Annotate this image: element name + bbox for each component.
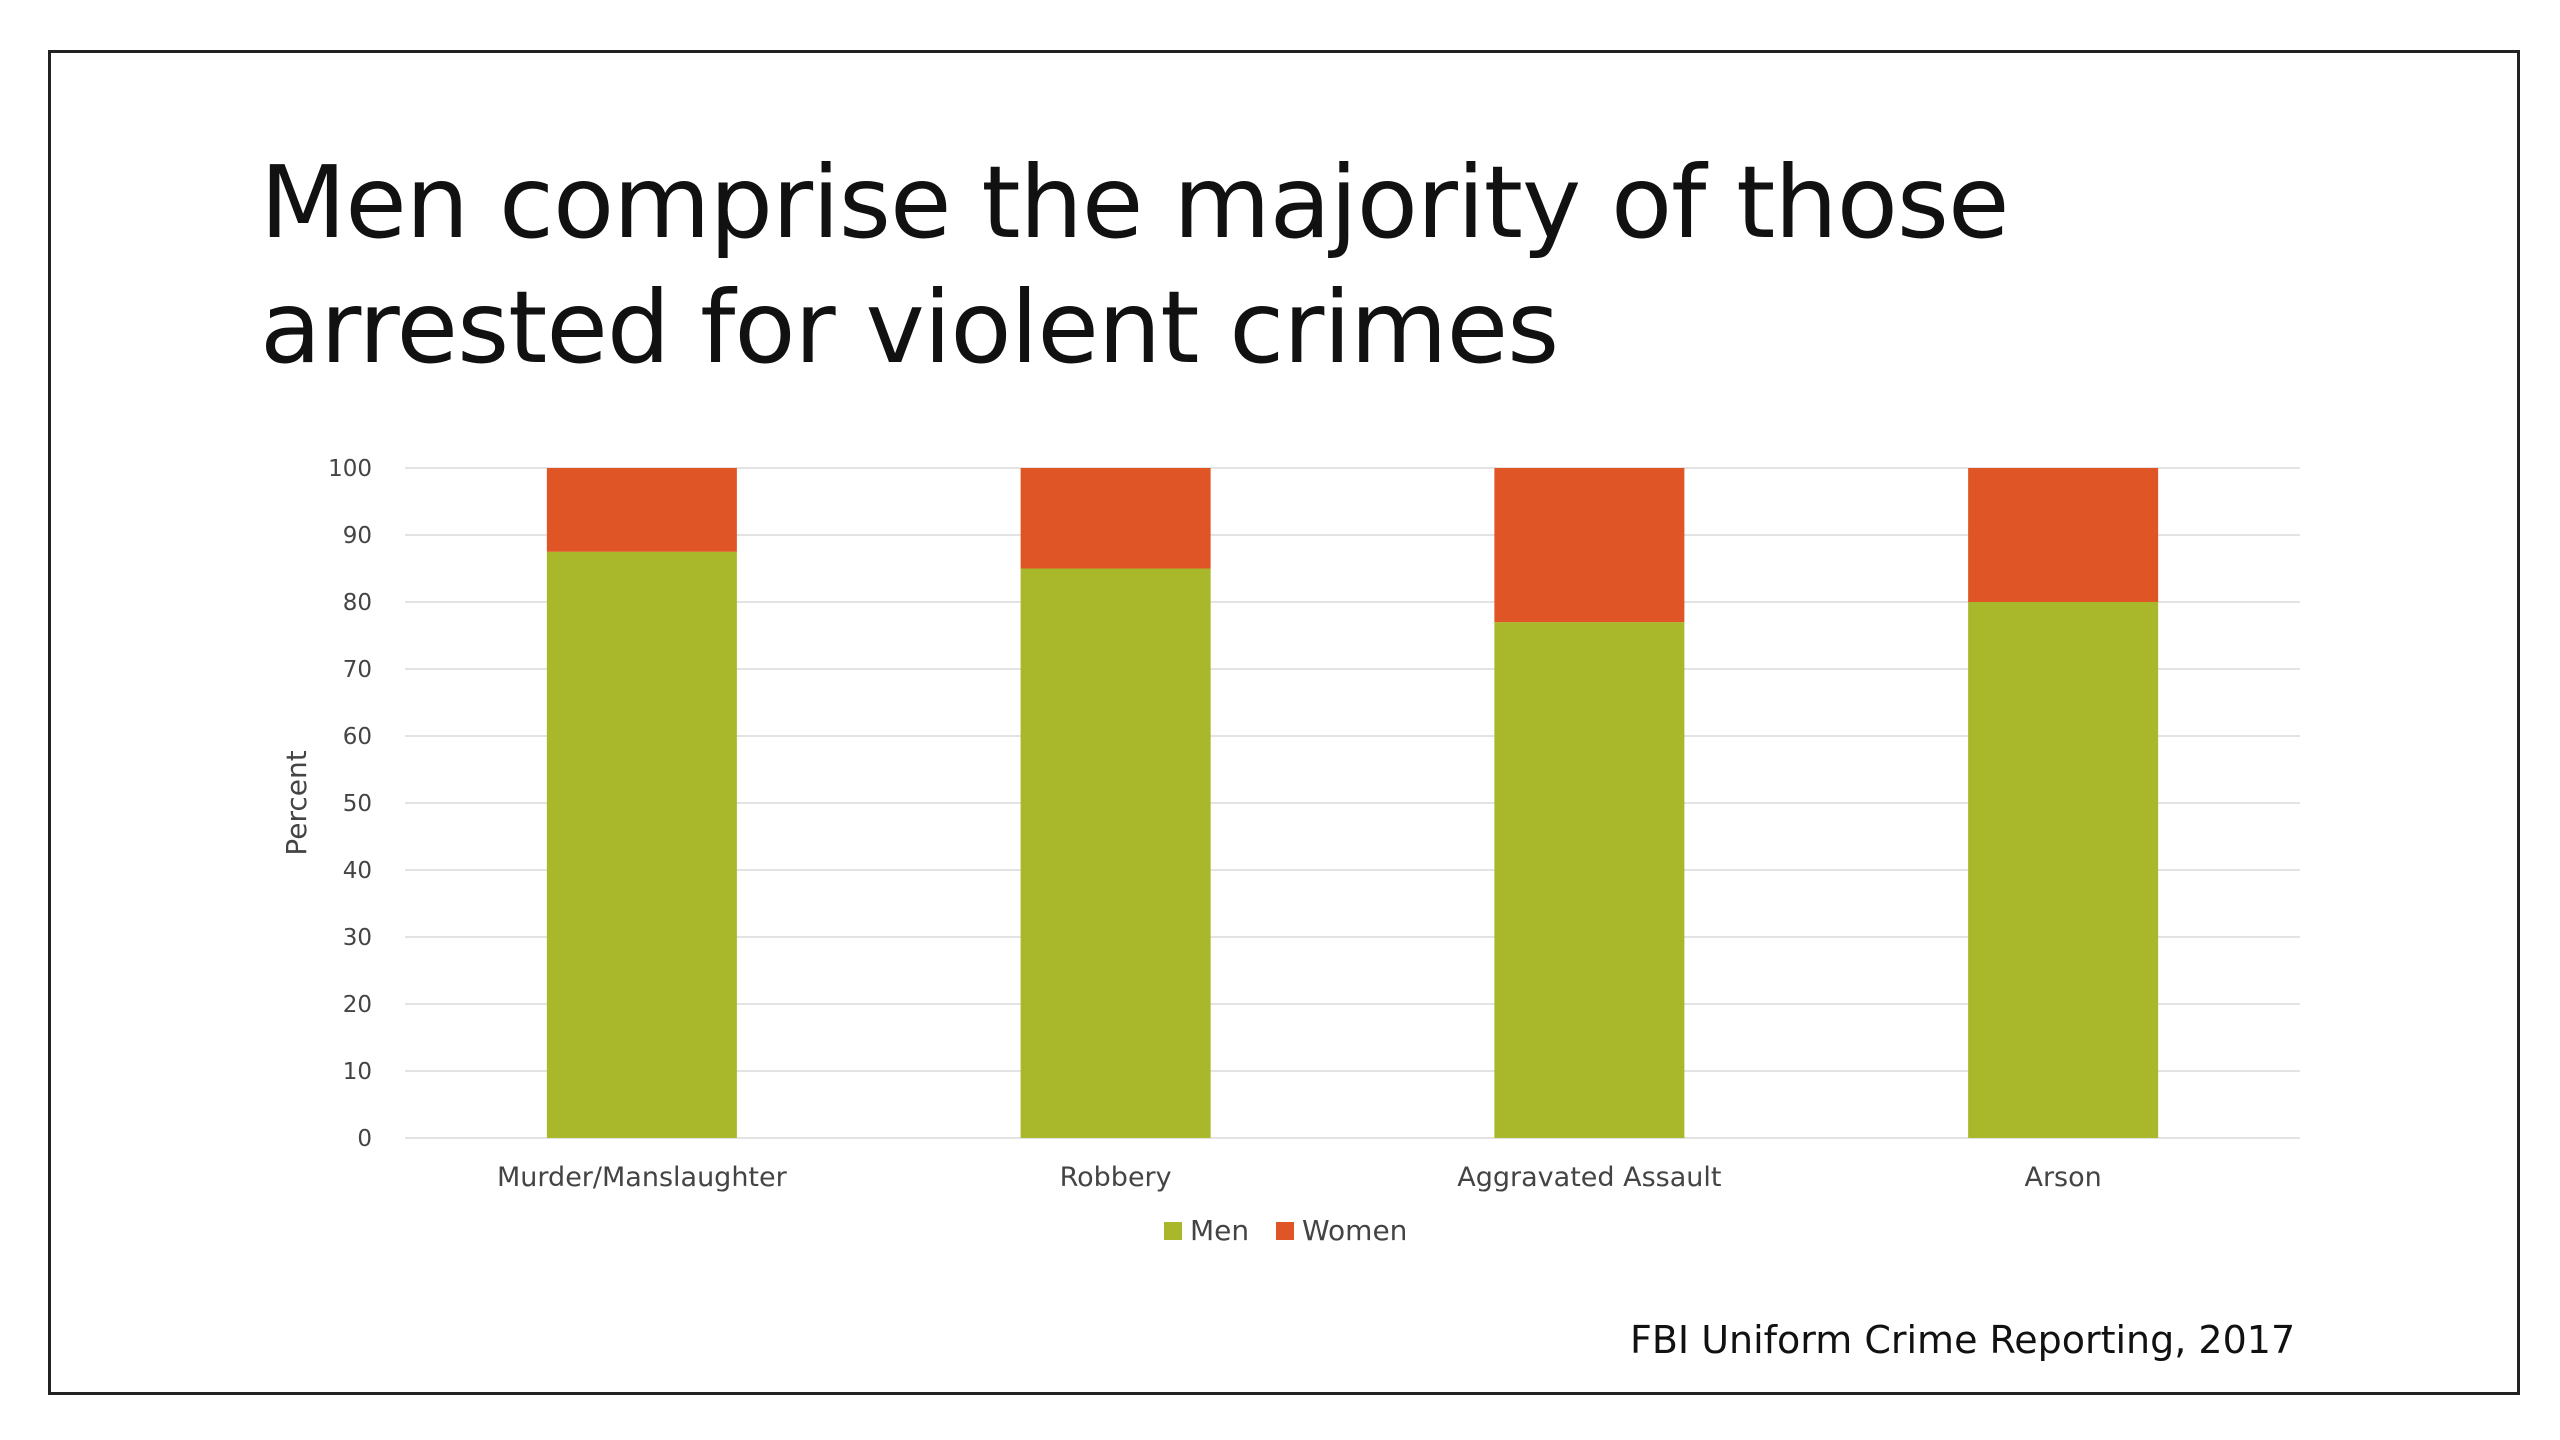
legend: Men Women [1164, 1214, 1407, 1247]
x-tick-label: Robbery [1060, 1162, 1172, 1193]
legend-swatch-women [1276, 1222, 1294, 1240]
bar-women-0 [546, 468, 737, 552]
bar-men-3 [1968, 602, 2159, 1138]
bar-women-1 [1020, 468, 1211, 569]
y-tick-label: 50 [343, 791, 372, 817]
slide-title: Men comprise the majority of those arres… [260, 140, 2260, 390]
bar-men-1 [1020, 568, 1211, 1138]
bar-men-2 [1494, 622, 1685, 1138]
bars [546, 468, 2159, 1138]
legend-swatch-men [1164, 1222, 1182, 1240]
bar-women-2 [1494, 468, 1685, 623]
bar-women-3 [1968, 468, 2159, 602]
slide-title-line-1: Men comprise the majority of those [260, 144, 2010, 261]
bar-men-0 [546, 551, 737, 1138]
x-tick-label: Murder/Manslaughter [497, 1162, 788, 1193]
y-tick-label: 30 [343, 925, 372, 951]
y-tick-label: 10 [343, 1059, 372, 1085]
stacked-bar-chart: 0 10 20 30 40 50 60 70 80 90 100 Murder/Manslaught… [280, 456, 2300, 1247]
y-tick-label: 80 [343, 590, 372, 616]
source-note: FBI Uniform Crime Reporting, 2017 [1630, 1318, 2296, 1362]
y-axis-ticks: 0 10 20 30 40 50 60 70 80 90 100 [328, 456, 372, 1152]
y-tick-label: 40 [343, 858, 372, 884]
y-axis-title: Percent [280, 750, 313, 855]
y-tick-label: 20 [343, 992, 372, 1018]
y-tick-label: 100 [328, 456, 372, 482]
y-tick-label: 60 [343, 724, 372, 750]
x-axis-labels: Murder/Manslaughter Robbery Aggravated Ass… [497, 1162, 2102, 1193]
x-tick-label: Aggravated Assault [1457, 1162, 1721, 1193]
legend-label-women: Women [1302, 1214, 1407, 1247]
y-tick-label: 0 [357, 1126, 372, 1152]
legend-label-men: Men [1190, 1214, 1249, 1247]
x-tick-label: Arson [2024, 1162, 2101, 1193]
y-tick-label: 90 [343, 523, 372, 549]
y-tick-label: 70 [343, 657, 372, 683]
slide-title-line-2: arrested for violent crimes [260, 269, 1559, 386]
